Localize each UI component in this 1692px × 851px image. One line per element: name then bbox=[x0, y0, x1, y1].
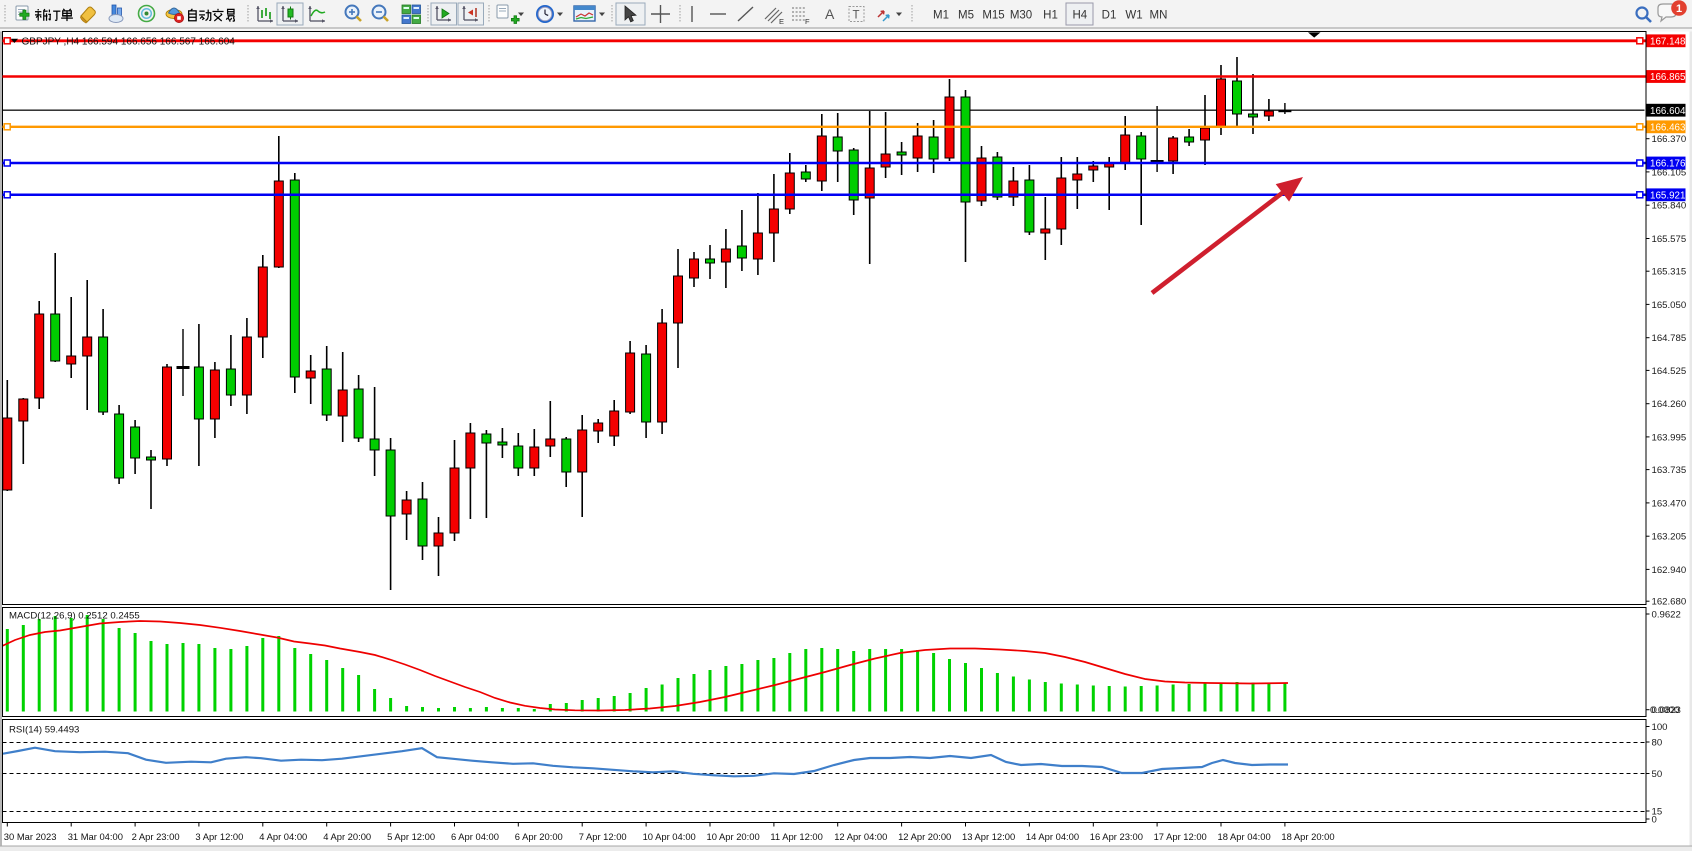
svg-text:18 Apr 20:00: 18 Apr 20:00 bbox=[1281, 831, 1334, 842]
svg-text:12 Apr 04:00: 12 Apr 04:00 bbox=[834, 831, 887, 842]
svg-text:165.050: 165.050 bbox=[1652, 300, 1687, 311]
svg-text:E: E bbox=[779, 17, 784, 26]
svg-text:0.0823: 0.0823 bbox=[1652, 705, 1681, 716]
svg-text:163.995: 163.995 bbox=[1652, 432, 1687, 443]
svg-text:M1: M1 bbox=[933, 10, 949, 22]
svg-text:163.205: 163.205 bbox=[1652, 532, 1687, 543]
svg-text:10 Apr 20:00: 10 Apr 20:00 bbox=[707, 831, 760, 842]
svg-text:14 Apr 04:00: 14 Apr 04:00 bbox=[1026, 831, 1079, 842]
svg-text:164.260: 164.260 bbox=[1652, 399, 1687, 410]
svg-text:4 Apr 20:00: 4 Apr 20:00 bbox=[323, 831, 371, 842]
svg-text:6 Apr 04:00: 6 Apr 04:00 bbox=[451, 831, 499, 842]
svg-text:166.105: 166.105 bbox=[1652, 167, 1687, 178]
svg-text:30 Mar 2023: 30 Mar 2023 bbox=[4, 831, 57, 842]
svg-text:16 Apr 23:00: 16 Apr 23:00 bbox=[1090, 831, 1143, 842]
svg-text:165.315: 165.315 bbox=[1652, 267, 1687, 278]
svg-text:M5: M5 bbox=[958, 10, 974, 22]
svg-text:10 Apr 04:00: 10 Apr 04:00 bbox=[643, 831, 696, 842]
svg-text:165.575: 165.575 bbox=[1652, 234, 1687, 245]
svg-text:M30: M30 bbox=[1010, 10, 1032, 22]
svg-text:0.0000: 0.0000 bbox=[1650, 705, 1679, 716]
svg-text:12 Apr 20:00: 12 Apr 20:00 bbox=[898, 831, 951, 842]
svg-text:7 Apr 12:00: 7 Apr 12:00 bbox=[579, 831, 627, 842]
svg-text:162.680: 162.680 bbox=[1652, 597, 1687, 608]
svg-text:166.865: 166.865 bbox=[1650, 72, 1686, 83]
svg-text:18 Apr 04:00: 18 Apr 04:00 bbox=[1218, 831, 1271, 842]
svg-text:6 Apr 20:00: 6 Apr 20:00 bbox=[515, 831, 563, 842]
svg-text:RSI(14) 59.4493: RSI(14) 59.4493 bbox=[9, 725, 79, 736]
svg-text:164.785: 164.785 bbox=[1652, 333, 1687, 344]
svg-text:166.604: 166.604 bbox=[1650, 106, 1686, 117]
svg-text:17 Apr 12:00: 17 Apr 12:00 bbox=[1154, 831, 1207, 842]
svg-text:165.921: 165.921 bbox=[1650, 190, 1685, 201]
svg-text:50: 50 bbox=[1652, 769, 1663, 780]
svg-text:5 Apr 12:00: 5 Apr 12:00 bbox=[387, 831, 435, 842]
svg-text:0: 0 bbox=[1652, 814, 1657, 825]
svg-text:166.370: 166.370 bbox=[1652, 134, 1687, 145]
svg-text:H1: H1 bbox=[1043, 10, 1058, 22]
svg-text:162.940: 162.940 bbox=[1652, 565, 1687, 576]
svg-text:H4: H4 bbox=[1072, 10, 1087, 22]
svg-text:3 Apr 12:00: 3 Apr 12:00 bbox=[195, 831, 243, 842]
svg-text:13 Apr 12:00: 13 Apr 12:00 bbox=[962, 831, 1015, 842]
svg-text:1: 1 bbox=[1676, 3, 1682, 15]
svg-text:W1: W1 bbox=[1125, 10, 1142, 22]
svg-text:M15: M15 bbox=[982, 10, 1004, 22]
svg-text:163.470: 163.470 bbox=[1652, 498, 1687, 509]
svg-text:15: 15 bbox=[1652, 806, 1663, 817]
svg-text:166.463: 166.463 bbox=[1650, 122, 1686, 133]
svg-text:2 Apr 23:00: 2 Apr 23:00 bbox=[132, 831, 180, 842]
svg-text:166.176: 166.176 bbox=[1650, 159, 1686, 170]
svg-text:MN: MN bbox=[1150, 10, 1168, 22]
svg-text:11 Apr 12:00: 11 Apr 12:00 bbox=[770, 831, 822, 842]
svg-text:A: A bbox=[825, 6, 835, 22]
svg-text:T: T bbox=[853, 10, 860, 22]
svg-text:80: 80 bbox=[1652, 737, 1663, 748]
svg-text:F: F bbox=[805, 17, 810, 26]
svg-text:MACD(12,26,9) 0.2512 0.2455: MACD(12,26,9) 0.2512 0.2455 bbox=[9, 611, 140, 622]
svg-text:D1: D1 bbox=[1102, 10, 1117, 22]
svg-text:164.525: 164.525 bbox=[1652, 366, 1687, 377]
svg-text:0.9622: 0.9622 bbox=[1652, 609, 1681, 620]
svg-text:GBPJPY ,H4 166.594 166.656 16: GBPJPY ,H4 166.594 166.656 166.567 166.6… bbox=[22, 37, 236, 48]
svg-text:165.840: 165.840 bbox=[1652, 201, 1687, 212]
svg-text:100: 100 bbox=[1652, 722, 1668, 733]
svg-text:4 Apr 04:00: 4 Apr 04:00 bbox=[259, 831, 307, 842]
svg-text:31 Mar 04:00: 31 Mar 04:00 bbox=[68, 831, 123, 842]
svg-text:163.735: 163.735 bbox=[1652, 465, 1687, 476]
svg-text:167.148: 167.148 bbox=[1650, 36, 1686, 47]
